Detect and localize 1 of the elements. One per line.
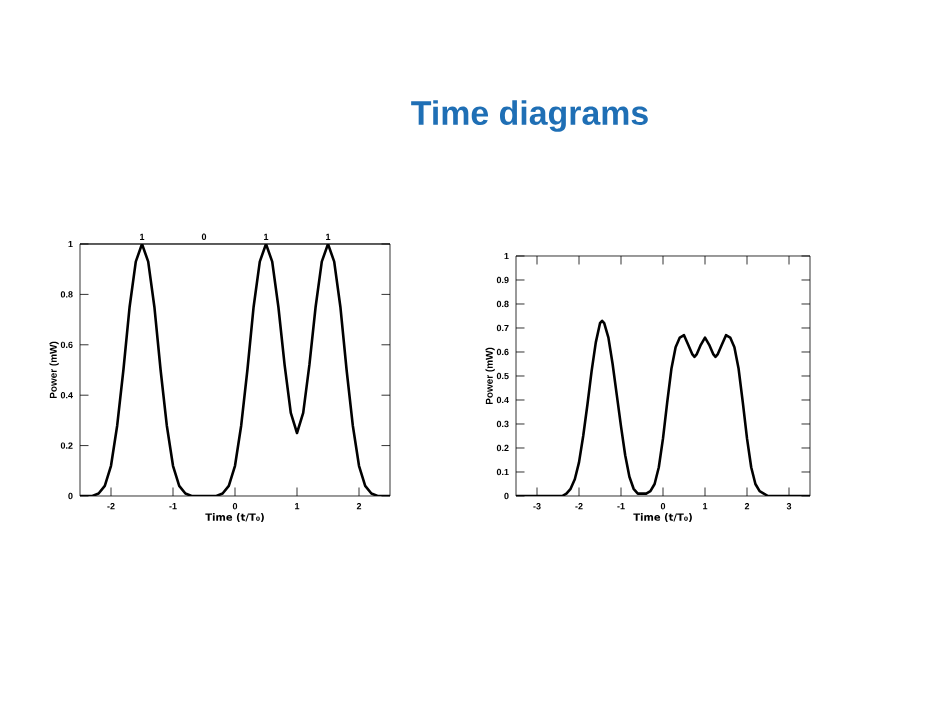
chart-title: Time diagrams (411, 100, 648, 132)
